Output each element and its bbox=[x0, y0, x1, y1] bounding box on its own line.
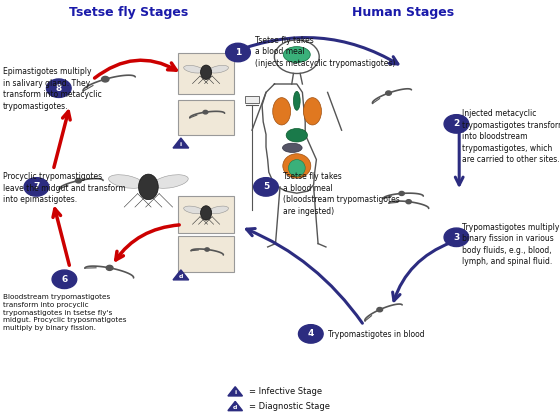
Circle shape bbox=[52, 270, 77, 289]
Ellipse shape bbox=[200, 65, 212, 79]
Text: d: d bbox=[233, 405, 237, 410]
Ellipse shape bbox=[209, 206, 228, 214]
Ellipse shape bbox=[184, 66, 203, 73]
Text: Bloodstream trypomastigotes
transform into procyclic
trypomastigotes in tsetse f: Bloodstream trypomastigotes transform in… bbox=[3, 294, 127, 331]
Circle shape bbox=[386, 91, 391, 95]
Text: = Infective Stage: = Infective Stage bbox=[249, 387, 323, 396]
Ellipse shape bbox=[109, 175, 143, 188]
Ellipse shape bbox=[304, 98, 321, 125]
Ellipse shape bbox=[286, 129, 307, 142]
Ellipse shape bbox=[184, 206, 203, 214]
Circle shape bbox=[203, 110, 208, 114]
Circle shape bbox=[46, 79, 71, 97]
Circle shape bbox=[298, 325, 323, 343]
Text: 7: 7 bbox=[33, 182, 40, 192]
Text: = Diagnostic Stage: = Diagnostic Stage bbox=[249, 402, 330, 411]
Text: Tsetse fly Stages: Tsetse fly Stages bbox=[69, 6, 188, 19]
Text: Injected metacyclic
trypomastigotes transform
into bloodstream
trypomastigotes, : Injected metacyclic trypomastigotes tran… bbox=[462, 109, 560, 164]
Circle shape bbox=[24, 178, 49, 196]
Text: 5: 5 bbox=[263, 182, 269, 192]
Text: Human Stages: Human Stages bbox=[352, 6, 454, 19]
Ellipse shape bbox=[283, 47, 310, 63]
Ellipse shape bbox=[273, 98, 291, 125]
FancyBboxPatch shape bbox=[178, 236, 234, 272]
Text: Epimastigotes multiply
in salivary gland. They
transform into metacyclic
trypoma: Epimastigotes multiply in salivary gland… bbox=[3, 67, 101, 110]
Circle shape bbox=[106, 265, 113, 270]
Circle shape bbox=[205, 248, 209, 251]
Text: Tsetse fly takes
a blood meal
(injects metacyclic trypomastigotes): Tsetse fly takes a blood meal (injects m… bbox=[255, 36, 395, 68]
FancyBboxPatch shape bbox=[178, 53, 234, 94]
Text: d: d bbox=[179, 274, 183, 279]
Text: 6: 6 bbox=[61, 275, 68, 284]
Ellipse shape bbox=[209, 66, 228, 73]
Text: 2: 2 bbox=[453, 119, 460, 129]
Circle shape bbox=[399, 192, 404, 195]
Text: 8: 8 bbox=[55, 84, 62, 93]
Text: i: i bbox=[234, 391, 236, 396]
Circle shape bbox=[76, 178, 81, 183]
FancyBboxPatch shape bbox=[245, 96, 259, 103]
Polygon shape bbox=[228, 387, 242, 396]
Circle shape bbox=[101, 76, 109, 82]
Circle shape bbox=[377, 307, 382, 312]
Ellipse shape bbox=[283, 154, 311, 178]
Text: i: i bbox=[180, 142, 182, 147]
Polygon shape bbox=[173, 138, 189, 148]
Circle shape bbox=[254, 178, 278, 196]
Text: Trypomastigotes multiply by
binary fission in various
body fluids, e.g., blood,
: Trypomastigotes multiply by binary fissi… bbox=[462, 223, 560, 266]
Circle shape bbox=[444, 115, 469, 133]
Ellipse shape bbox=[138, 174, 158, 199]
FancyBboxPatch shape bbox=[178, 100, 234, 135]
Ellipse shape bbox=[288, 160, 305, 176]
Circle shape bbox=[226, 43, 250, 62]
Text: Procyclic trypomastigotes
leave the midgut and transform
into epimastigotes.: Procyclic trypomastigotes leave the midg… bbox=[3, 172, 125, 204]
Polygon shape bbox=[173, 270, 189, 280]
Text: Trypomastigotes in blood: Trypomastigotes in blood bbox=[328, 330, 424, 339]
Text: 3: 3 bbox=[453, 233, 460, 242]
Ellipse shape bbox=[153, 175, 188, 188]
Circle shape bbox=[406, 200, 412, 204]
FancyBboxPatch shape bbox=[178, 196, 234, 233]
Text: 4: 4 bbox=[307, 329, 314, 339]
Text: Tsetse fly takes
a blood meal
(bloodstream trypomastigotes
are ingested): Tsetse fly takes a blood meal (bloodstre… bbox=[283, 172, 399, 215]
Polygon shape bbox=[228, 402, 242, 411]
Ellipse shape bbox=[282, 143, 302, 152]
Ellipse shape bbox=[293, 92, 300, 110]
Circle shape bbox=[444, 228, 469, 247]
Ellipse shape bbox=[200, 206, 212, 220]
Text: 1: 1 bbox=[235, 48, 241, 57]
